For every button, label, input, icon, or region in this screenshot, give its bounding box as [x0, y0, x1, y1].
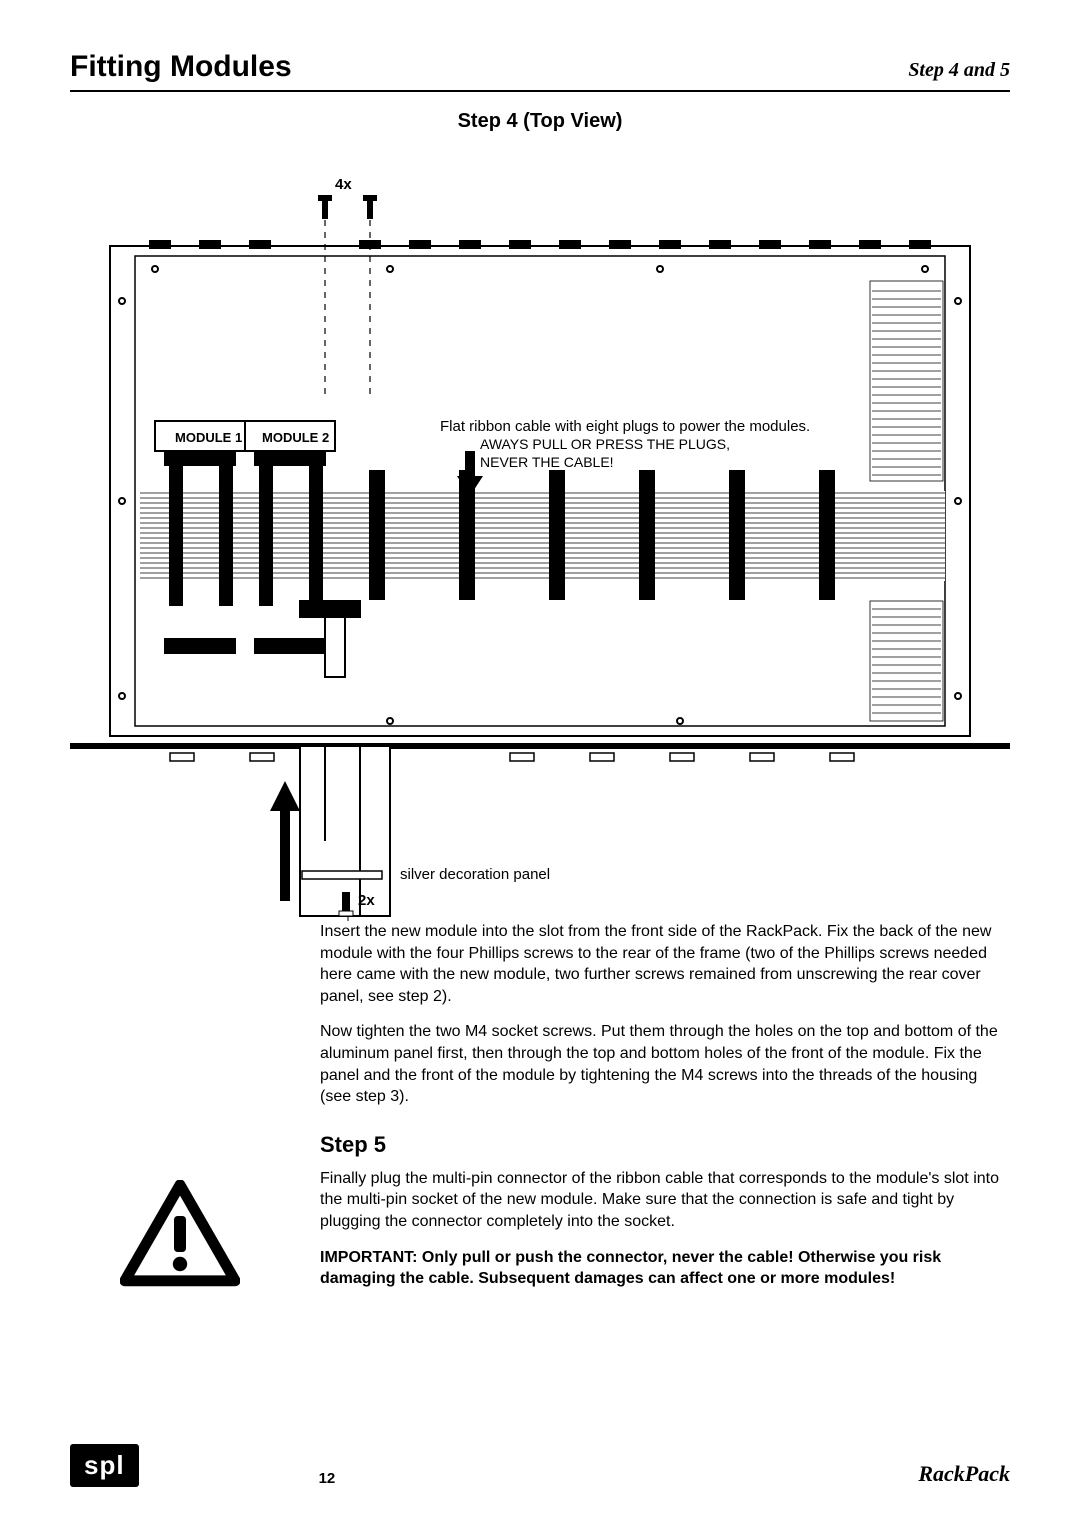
- label-4x: 4x: [335, 176, 352, 193]
- step4-body: Insert the new module into the slot from…: [320, 921, 1000, 1290]
- label-2x: 2x: [358, 892, 375, 909]
- step5-important: IMPORTANT: Only pull or push the connect…: [320, 1247, 1000, 1290]
- label-module1: MODULE 1: [175, 430, 242, 445]
- cable-note-2: AWAYS PULL OR PRESS THE PLUGS,: [480, 436, 730, 452]
- header-title-right: Step 4 and 5: [908, 59, 1010, 82]
- page-header: Fitting Modules Step 4 and 5: [70, 50, 1010, 92]
- step4-title: Step 4 (Top View): [70, 110, 1010, 133]
- step4-para2: Now tighten the two M4 socket screws. Pu…: [320, 1021, 1000, 1107]
- cable-note-3: NEVER THE CABLE!: [480, 454, 614, 470]
- page-number: 12: [319, 1470, 336, 1487]
- label-silver-panel: silver decoration panel: [400, 866, 550, 883]
- brand-logo: spl: [70, 1444, 139, 1487]
- cable-note-1: Flat ribbon cable with eight plugs to po…: [440, 418, 810, 435]
- step5-para1: Finally plug the multi-pin connector of …: [320, 1168, 1000, 1233]
- warning-icon: [120, 1180, 240, 1293]
- step4-diagram: 4x MODULE 1 MODULE 2 Flat ribbon cable w…: [70, 141, 1010, 921]
- header-title-left: Fitting Modules: [70, 50, 292, 84]
- page-footer: spl 12 RackPack: [70, 1444, 1010, 1487]
- diagram-svg: 4x MODULE 1 MODULE 2 Flat ribbon cable w…: [70, 141, 1010, 921]
- step4-para1: Insert the new module into the slot from…: [320, 921, 1000, 1007]
- step5-title: Step 5: [320, 1132, 1000, 1158]
- label-module2: MODULE 2: [262, 430, 329, 445]
- product-name: RackPack: [918, 1461, 1010, 1487]
